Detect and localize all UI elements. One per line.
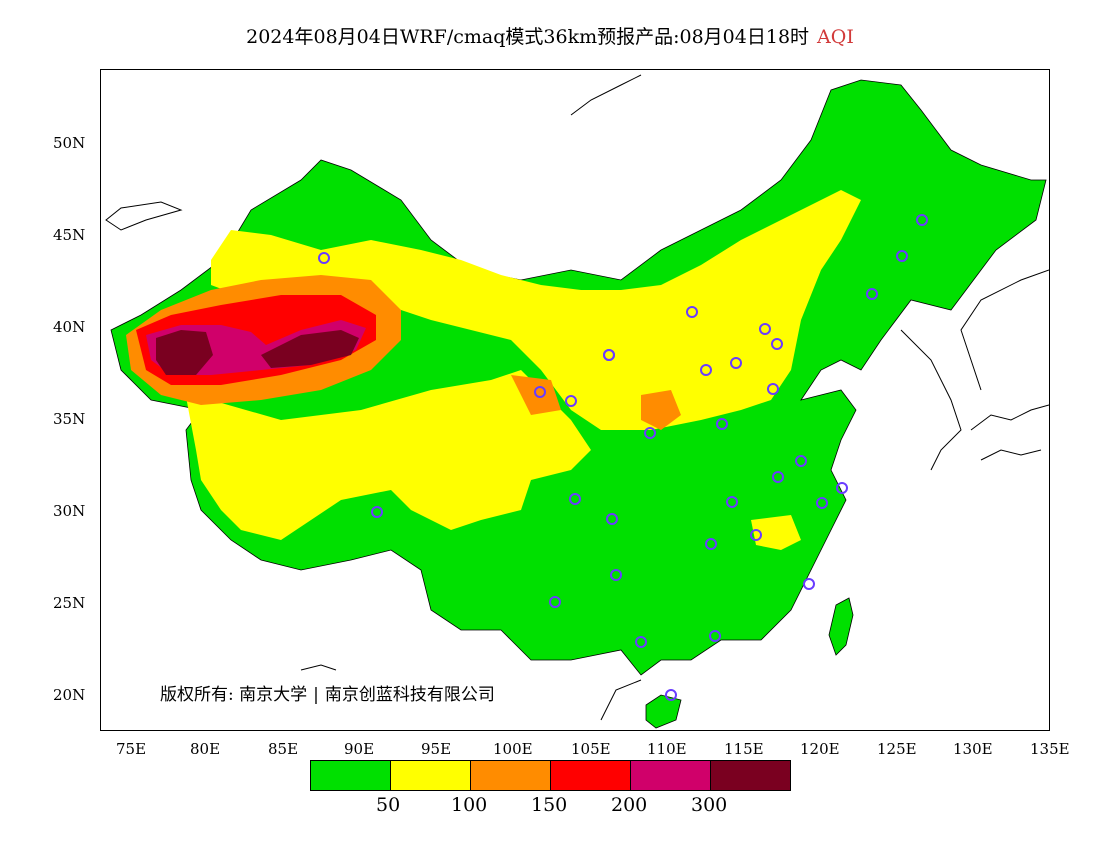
copyright-org1: 南京大学: [239, 685, 308, 705]
aqi-colorbar: [310, 760, 791, 791]
city-marker: [549, 596, 561, 608]
city-marker: [686, 306, 698, 318]
city-marker: [371, 506, 383, 518]
city-marker: [700, 364, 712, 376]
city-marker: [569, 493, 581, 505]
city-marker: [816, 497, 828, 509]
lat-label-40n: 40N: [53, 318, 86, 336]
lat-label-20n: 20N: [53, 686, 86, 704]
lon-label-135e: 135E: [1030, 740, 1070, 758]
aqi-band-orange-patch1: [641, 390, 681, 430]
colorbar-label-300: 300: [691, 794, 728, 816]
colorbar-swatch-5: [711, 761, 790, 790]
map-title: 2024年08月04日WRF/cmaq模式36km预报产品:08月04日18时 A…: [0, 22, 1100, 49]
aqi-band-maroon-east: [261, 330, 359, 368]
city-marker: [767, 383, 779, 395]
city-marker: [795, 455, 807, 467]
aqi-band-yellow: [181, 370, 591, 540]
copyright-note: 版权所有: 南京大学 | 南京创蓝科技有限公司: [160, 685, 495, 705]
lat-label-50n: 50N: [53, 134, 86, 152]
aqi-band-yellow-east: [751, 515, 801, 550]
city-marker: [565, 395, 577, 407]
colorbar-swatch-0: [311, 761, 391, 790]
city-marker: [726, 496, 738, 508]
lon-label-75e: 75E: [116, 740, 147, 758]
coastline-kazakh: [105, 201, 183, 231]
coastline-korea: [960, 269, 1049, 391]
lon-label-105e: 105E: [571, 740, 611, 758]
colorbar-swatch-1: [391, 761, 471, 790]
colorbar-label-100: 100: [451, 794, 488, 816]
lon-label-110e: 110E: [647, 740, 687, 758]
city-marker: [709, 630, 721, 642]
city-marker: [716, 418, 728, 430]
city-marker: [635, 636, 647, 648]
city-marker: [644, 427, 656, 439]
coastline-russia: [570, 74, 642, 116]
lon-label-80e: 80E: [190, 740, 221, 758]
lat-label-30n: 30N: [53, 502, 86, 520]
city-marker: [771, 338, 783, 350]
colorbar-swatch-4: [631, 761, 711, 790]
lon-label-95e: 95E: [421, 740, 452, 758]
lon-label-125e: 125E: [877, 740, 917, 758]
colorbar-label-50: 50: [376, 794, 401, 816]
title-main: 2024年08月04日WRF/cmaq模式36km预报产品:08月04日18时: [246, 26, 810, 48]
map-frame: [100, 69, 1050, 731]
city-marker: [318, 252, 330, 264]
copyright-owner-label: 版权所有:: [160, 685, 234, 705]
city-marker: [772, 471, 784, 483]
city-marker: [750, 529, 762, 541]
colorbar-swatch-2: [471, 761, 551, 790]
city-marker: [836, 482, 848, 494]
lon-label-120e: 120E: [800, 740, 840, 758]
lat-label-45n: 45N: [53, 226, 86, 244]
lon-label-90e: 90E: [344, 740, 375, 758]
taiwan-region: [828, 597, 854, 656]
colorbar-swatch-3: [551, 761, 631, 790]
city-marker: [916, 214, 928, 226]
lat-label-25n: 25N: [53, 594, 86, 612]
lon-label-115e: 115E: [724, 740, 764, 758]
city-marker: [896, 250, 908, 262]
copyright-org2: 南京创蓝科技有限公司: [324, 685, 495, 705]
city-marker: [705, 538, 717, 550]
aqi-band-maroon: [156, 330, 213, 375]
city-marker: [866, 288, 878, 300]
lon-label-100e: 100E: [493, 740, 533, 758]
city-marker: [665, 689, 677, 701]
city-marker: [610, 569, 622, 581]
title-variable: AQI: [817, 26, 854, 48]
city-markers: [318, 214, 928, 701]
city-marker: [606, 513, 618, 525]
aqi-band-yellow-north: [211, 190, 861, 430]
coastline-south: [300, 664, 642, 721]
colorbar-label-200: 200: [611, 794, 648, 816]
lon-label-130e: 130E: [953, 740, 993, 758]
city-marker: [759, 323, 771, 335]
lat-label-35n: 35N: [53, 410, 86, 428]
colorbar-label-150: 150: [531, 794, 568, 816]
map-canvas: [105, 74, 1049, 729]
city-marker: [603, 349, 615, 361]
lon-label-85e: 85E: [268, 740, 299, 758]
city-marker: [534, 386, 546, 398]
city-marker: [730, 357, 742, 369]
hainan-region: [645, 694, 682, 729]
city-marker: [803, 578, 815, 590]
coastline-korea-japan: [900, 329, 1049, 471]
